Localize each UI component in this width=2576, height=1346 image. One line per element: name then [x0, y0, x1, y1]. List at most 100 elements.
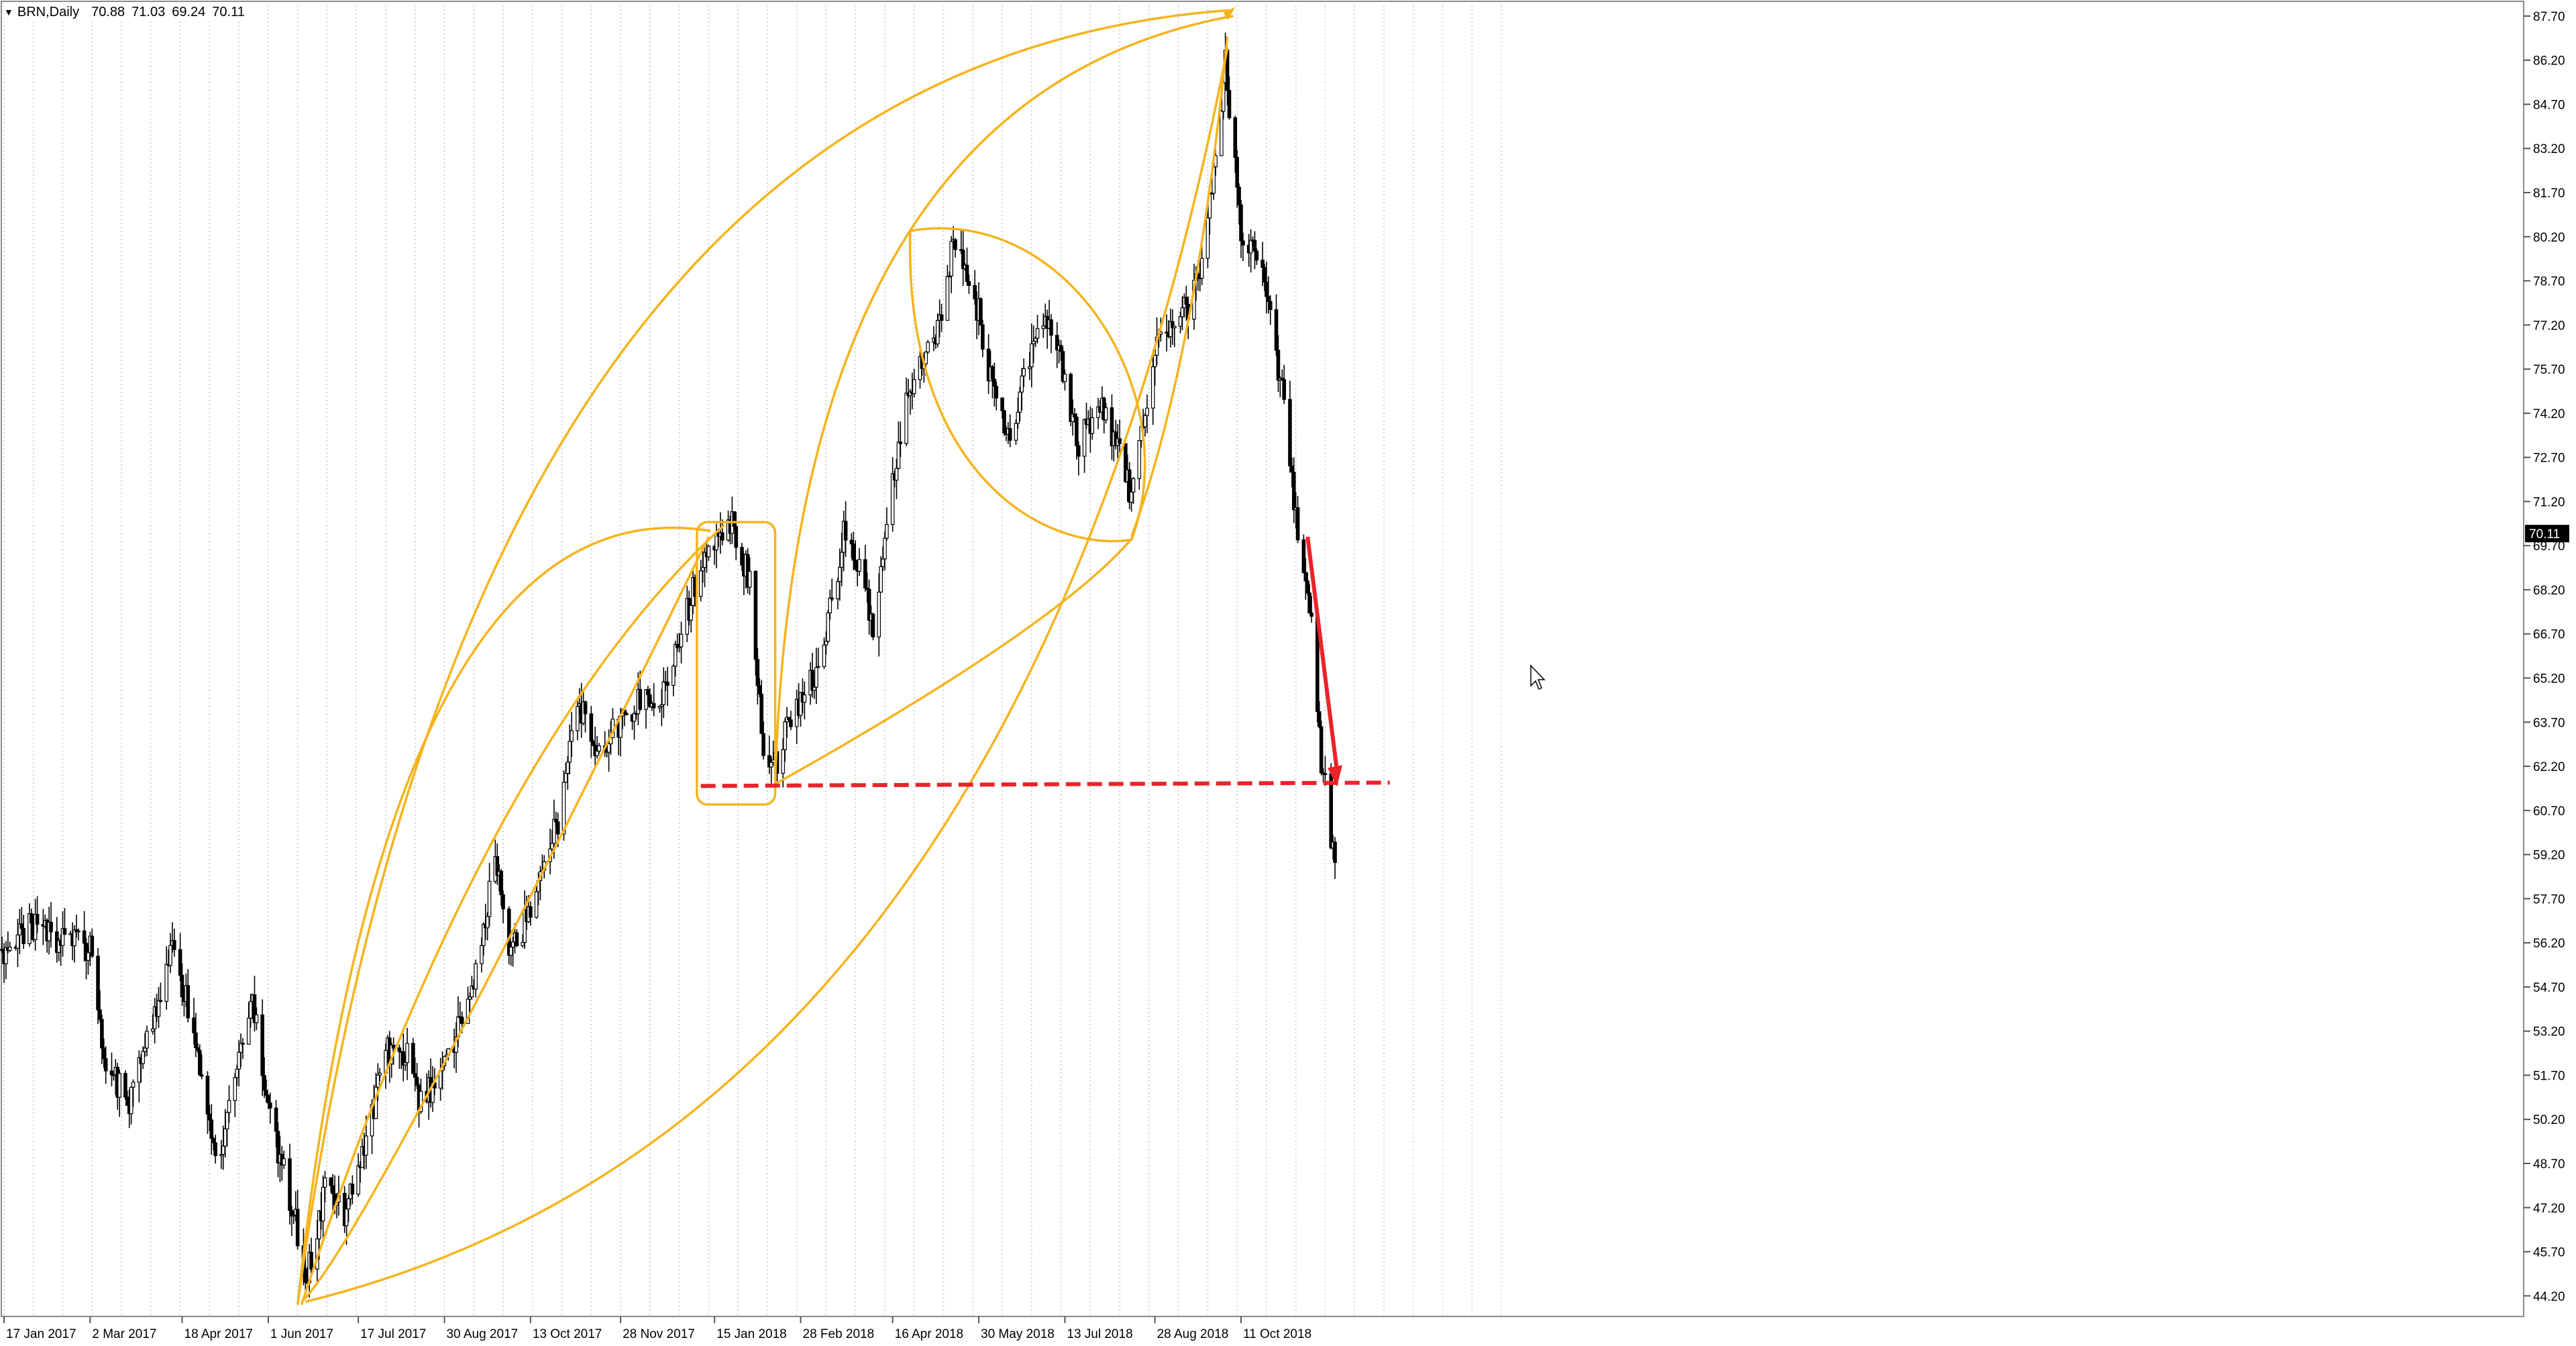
candle-body [894, 468, 899, 481]
candle-body [82, 930, 87, 944]
arc-fan-2 [305, 48, 1229, 1303]
candle-body [248, 1000, 253, 1019]
candle-body [926, 342, 930, 353]
current-price-box [2525, 525, 2569, 543]
candle-body [233, 1077, 237, 1101]
candle-body [102, 1047, 106, 1059]
candle-body [1035, 328, 1040, 339]
candle-body [223, 1128, 227, 1147]
candle-body [346, 1198, 351, 1210]
candle-body [912, 379, 916, 395]
candle-body [555, 821, 560, 835]
candle-body [679, 633, 684, 648]
candle-body [1033, 338, 1038, 342]
candle-body [60, 928, 65, 946]
candle-body [761, 733, 765, 756]
date-tick-label: 17 Jan 2017 [6, 1327, 76, 1341]
price-tick-label: 44.20 [2533, 1290, 2565, 1304]
candle-body [268, 1102, 272, 1108]
candle-body [1268, 301, 1273, 311]
candle-body [822, 644, 826, 667]
price-tick-label: 75.70 [2533, 363, 2565, 377]
candle-body [227, 1100, 231, 1113]
candle-body [221, 1145, 225, 1155]
price-tick-label: 57.70 [2533, 892, 2565, 907]
price-tick-label: 51.70 [2533, 1069, 2565, 1083]
candle-body [1069, 374, 1073, 422]
candle-body [288, 1158, 292, 1211]
date-tick-label: 30 May 2018 [981, 1327, 1055, 1341]
candle-body [1248, 240, 1253, 254]
candle-body [953, 239, 957, 250]
price-tick-label: 81.70 [2533, 187, 2565, 201]
high-price: 71.03 [131, 4, 166, 19]
candle-body [266, 1094, 270, 1104]
candle-body [1171, 321, 1175, 329]
candle-body [143, 1047, 147, 1052]
candle-body [506, 909, 511, 956]
candle-body [896, 442, 901, 469]
candle-body [1227, 90, 1232, 119]
open-price: 70.88 [91, 4, 125, 19]
candle-body [186, 985, 191, 1019]
candle-body [460, 1017, 464, 1024]
candle-body [413, 1073, 417, 1078]
candle-body [1143, 415, 1147, 427]
candle-body [1290, 465, 1294, 473]
candle-body [1288, 399, 1292, 466]
candle-body [1305, 580, 1310, 594]
candle-body [839, 552, 844, 568]
candle-body [1129, 491, 1134, 503]
candle-body [838, 566, 842, 582]
candle-body [1018, 391, 1022, 413]
candle-body [260, 1014, 264, 1076]
candle-body [595, 750, 599, 756]
candle-body [1263, 266, 1267, 282]
close-price: 70.11 [212, 4, 245, 19]
dropdown-triangle-icon[interactable]: ▼ [4, 7, 13, 17]
candle-body [309, 1251, 313, 1270]
price-tick-label: 56.20 [2533, 937, 2565, 951]
candle-body [1265, 281, 1269, 297]
candle-body [21, 928, 25, 944]
arc-rise [773, 15, 1234, 784]
candle-body [883, 537, 887, 560]
forecast-arrow-head [1327, 765, 1342, 787]
candle-body [812, 686, 816, 691]
arc-top [1130, 36, 1229, 537]
candle-body [295, 1208, 300, 1247]
date-tick-label: 28 Nov 2017 [623, 1327, 695, 1341]
price-tick-label: 48.70 [2533, 1157, 2565, 1172]
candle-body [1274, 309, 1279, 351]
candle-body [967, 280, 971, 287]
candle-body [321, 1186, 325, 1222]
price-tick-label: 80.20 [2533, 231, 2565, 245]
candle-body [589, 713, 594, 742]
date-tick-label: 30 Aug 2017 [446, 1327, 518, 1341]
candle-body [552, 819, 556, 844]
candle-body [405, 1043, 409, 1064]
candle-body [98, 1009, 102, 1020]
candle-body [211, 1138, 215, 1143]
candle-body [329, 1177, 333, 1186]
price-tick-label: 69.70 [2533, 539, 2565, 554]
candle-body [898, 442, 903, 444]
candle-body [826, 612, 830, 642]
price-tick-label: 65.20 [2533, 672, 2565, 686]
candle-body [648, 694, 652, 708]
candle-body [49, 921, 53, 933]
price-tick-label: 87.70 [2533, 10, 2565, 24]
low-price: 69.24 [172, 4, 206, 19]
candle-body [1307, 592, 1311, 614]
candle-body [867, 588, 871, 621]
candle-body [1150, 366, 1155, 409]
candle-body [673, 643, 678, 667]
plot-frame [1, 1, 2524, 1317]
candle-body [1131, 478, 1136, 493]
candle-body [638, 688, 643, 710]
candle-body [474, 963, 478, 990]
candles [0, 32, 1337, 1298]
candle-body [1104, 407, 1108, 421]
